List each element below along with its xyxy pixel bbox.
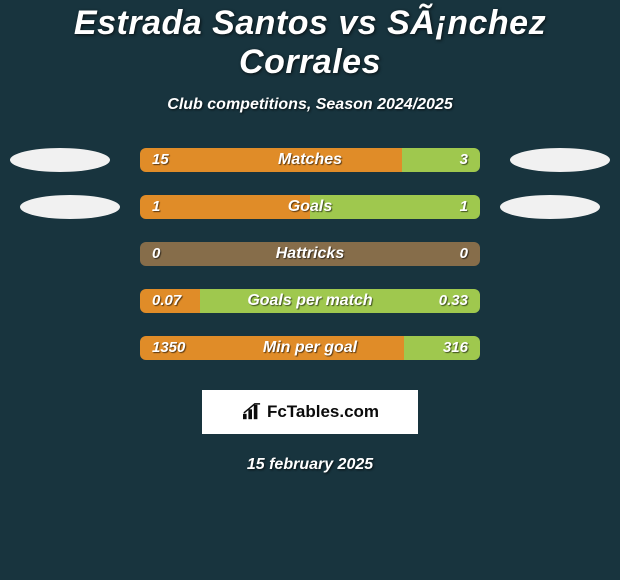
bar-right <box>404 336 480 360</box>
stats-container: 15 Matches 3 1 Goals 1 0 Hattricks 0 <box>0 148 620 360</box>
bar-track <box>140 242 480 266</box>
bar-right <box>310 195 480 219</box>
team-marker-right <box>510 148 610 172</box>
bar-track <box>140 336 480 360</box>
bar-track <box>140 148 480 172</box>
team-marker-right <box>500 195 600 219</box>
page-title: Estrada Santos vs SÃ¡nchez Corrales <box>0 4 620 82</box>
comparison-card: Estrada Santos vs SÃ¡nchez Corrales Club… <box>0 0 620 474</box>
bar-left <box>140 148 402 172</box>
stat-row: 0.07 Goals per match 0.33 <box>0 289 620 313</box>
bar-left <box>140 289 200 313</box>
stat-row: 15 Matches 3 <box>0 148 620 172</box>
bar-right <box>402 148 480 172</box>
brand-badge: FcTables.com <box>202 390 418 434</box>
bar-right <box>200 289 480 313</box>
bar-left <box>140 336 404 360</box>
bar-track <box>140 289 480 313</box>
brand-text: FcTables.com <box>267 402 379 422</box>
bar-left <box>140 195 310 219</box>
stat-row: 0 Hattricks 0 <box>0 242 620 266</box>
team-marker-left <box>10 148 110 172</box>
stat-row: 1 Goals 1 <box>0 195 620 219</box>
team-marker-left <box>20 195 120 219</box>
subtitle: Club competitions, Season 2024/2025 <box>167 96 452 114</box>
stat-row: 1350 Min per goal 316 <box>0 336 620 360</box>
bar-track <box>140 195 480 219</box>
date-label: 15 february 2025 <box>247 456 373 474</box>
bar-left <box>140 242 480 266</box>
bars-icon <box>241 403 263 421</box>
